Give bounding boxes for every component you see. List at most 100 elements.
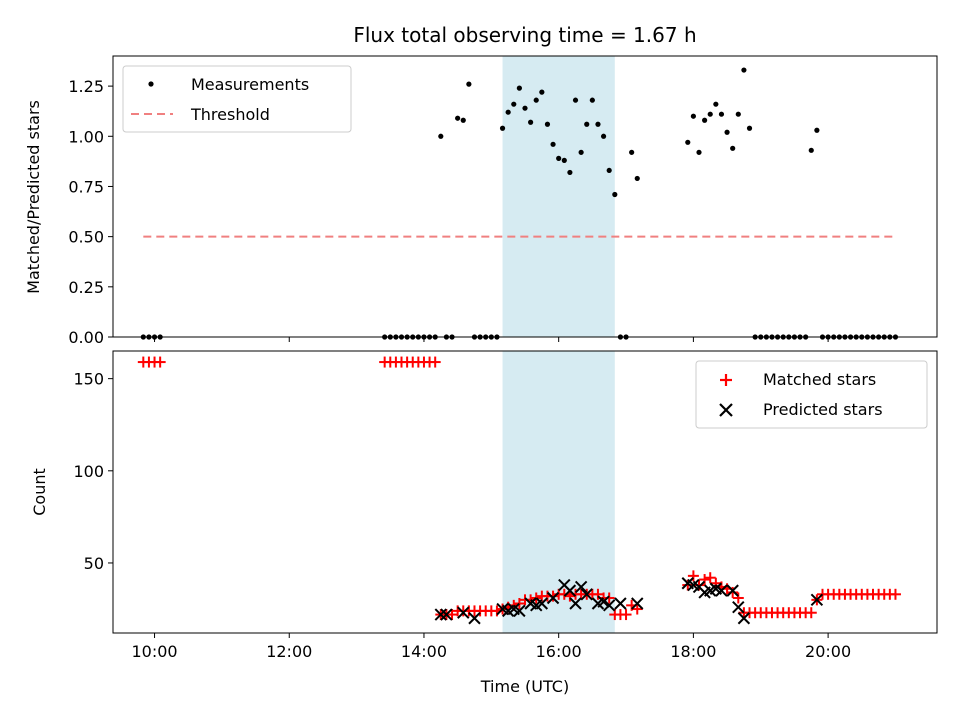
measurement-point	[499, 125, 506, 131]
measurement-point	[696, 149, 702, 155]
predicted-star-point	[457, 606, 470, 619]
matched-star-point	[732, 592, 744, 604]
matched-star-point	[693, 579, 705, 591]
bottom-y-axis: 50 100 150	[73, 370, 113, 573]
predicted-star-point	[631, 597, 644, 610]
x-tick-label: 10:00	[131, 642, 177, 661]
bottom-y-tick-label: 100	[73, 462, 104, 481]
bottom-y-tick-label: 50	[84, 554, 104, 573]
predicted-star-point	[468, 612, 481, 625]
matched-star-point	[547, 590, 559, 602]
matched-star-point	[592, 588, 604, 600]
predicted-star-point	[597, 595, 610, 608]
measurement-point	[539, 89, 545, 95]
bottom-axes-frame	[112, 350, 938, 634]
matched-star-point	[704, 572, 716, 584]
measurement-point	[455, 115, 461, 121]
measurement-point	[606, 167, 612, 174]
top-legend: Measurements Threshold	[122, 65, 352, 133]
top-y-tick-label: 0.50	[68, 228, 104, 247]
measurement-point	[634, 175, 640, 182]
top-y-axis-label: Matched/Predicted stars	[24, 100, 43, 294]
chart-title: Flux total observing time = 1.67 h	[353, 23, 696, 47]
measurement-point	[561, 157, 567, 163]
matched-star-point	[446, 609, 458, 621]
bottom-legend-box	[695, 360, 928, 429]
measurement-point	[544, 121, 551, 127]
predicted-star-point	[726, 584, 739, 597]
measurement-point	[438, 133, 444, 139]
bottom-x-axis: 10:00 12:00 14:00 16:00 18:00 20:00	[131, 633, 851, 661]
measurement-point	[528, 119, 534, 125]
measurement-point	[572, 97, 579, 103]
predicted-star-point	[732, 600, 745, 614]
matched-star-point	[429, 356, 441, 368]
bottom-y-axis-label: Count	[30, 468, 49, 516]
predicted-star-point	[614, 597, 627, 610]
measurement-point	[718, 111, 725, 117]
measurement-point	[746, 125, 753, 131]
predicted-star-point	[535, 597, 549, 610]
measurement-point	[567, 169, 573, 176]
top-y-tick-label: 0.25	[68, 278, 104, 297]
matched-star-point	[154, 356, 166, 368]
top-y-tick-label: 1.25	[68, 77, 104, 96]
legend-predicted-label: Predicted stars	[763, 400, 883, 419]
measurement-point	[584, 121, 590, 127]
measurement-point	[735, 111, 741, 117]
measurement-point	[685, 139, 691, 145]
matched-star-point	[889, 588, 901, 600]
predicted-star-point	[580, 588, 593, 601]
measurement-point	[550, 141, 556, 147]
measurement-point	[589, 97, 595, 103]
x-tick-label: 20:00	[805, 642, 851, 661]
predicted-star-point	[737, 612, 751, 625]
measurement-point	[702, 117, 708, 123]
x-tick-label: 18:00	[670, 642, 716, 661]
predicted-star-point	[569, 597, 582, 610]
matched-star-point	[620, 609, 632, 621]
matched-star-point	[727, 586, 739, 598]
measurement-point	[578, 149, 584, 155]
legend-predicted-marker	[719, 403, 733, 417]
predicted-star-point	[602, 599, 616, 612]
measurement-point	[522, 105, 528, 111]
measurement-point	[505, 109, 511, 115]
measurement-point	[612, 191, 618, 198]
measurement-point	[713, 101, 719, 107]
predicted-stars-series	[434, 577, 824, 625]
measurement-point	[556, 155, 562, 161]
top-axes-frame	[112, 55, 938, 338]
top-x-axis	[154, 337, 829, 342]
matched-star-point	[805, 607, 817, 619]
matched-star-point	[631, 603, 643, 615]
legend-measurements-marker	[148, 81, 154, 87]
measurement-point	[730, 145, 736, 151]
matched-star-point	[710, 577, 722, 589]
matched-star-point	[699, 574, 711, 586]
matched-star-point	[603, 592, 615, 604]
measurement-point	[600, 133, 607, 139]
measurement-point	[724, 129, 730, 135]
bottom-y-tick-label: 150	[73, 370, 104, 389]
measurement-point	[511, 101, 517, 107]
bottom-legend: Matched stars Predicted stars	[695, 360, 928, 429]
x-tick-label: 16:00	[536, 642, 582, 661]
matched-star-point	[687, 570, 699, 582]
measurement-point	[466, 81, 472, 87]
predicted-star-point	[513, 604, 526, 618]
measurement-point	[741, 67, 747, 73]
top-y-axis: 0.00 0.25 0.50 0.75 1.00 1.25	[68, 77, 113, 347]
matched-star-point	[558, 588, 570, 600]
top-legend-box	[122, 65, 352, 133]
matched-star-point	[513, 598, 525, 610]
measurement-point	[460, 117, 466, 123]
top-y-tick-label: 1.00	[68, 127, 104, 146]
top-panel: 0.00 0.25 0.50 0.75 1.00 1.25 Matched/Predict…	[24, 55, 938, 347]
matched-star-point	[564, 590, 576, 602]
bottom-highlight-span	[502, 351, 615, 633]
legend-measurements-label: Measurements	[191, 75, 309, 94]
measurement-point	[516, 85, 522, 91]
